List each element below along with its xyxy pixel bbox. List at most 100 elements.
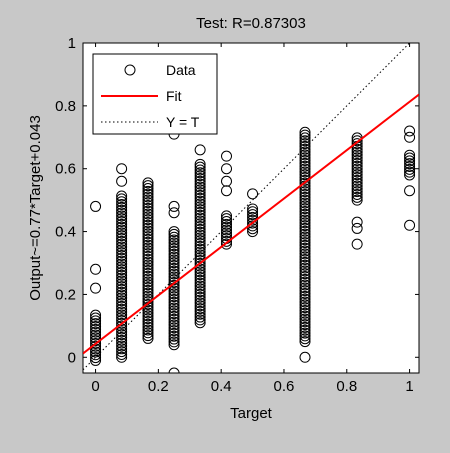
data-point [116,232,128,244]
data-point [299,126,311,138]
x-tick-label: 0 [91,378,99,395]
data-point [90,312,102,324]
data-point [194,167,206,179]
data-point [221,235,233,247]
data-point [299,265,311,277]
data-point [299,268,311,280]
data-point [116,216,128,228]
data-point [116,331,128,343]
data-point [168,260,180,272]
data-point [404,166,416,178]
data-point [142,262,154,274]
data-point [351,138,363,150]
data-point [168,237,180,249]
y-tick-label: 0 [68,349,76,366]
data-point [142,296,154,308]
data-point [194,274,206,286]
data-point [351,152,363,164]
data-point [116,309,128,321]
data-point [299,262,311,274]
data-point [116,264,128,276]
data-point [299,211,311,223]
data-point [299,310,311,322]
data-point [142,298,154,310]
data-point [142,267,154,279]
data-point [194,291,206,303]
data-point [299,242,311,254]
data-point [168,248,180,260]
data-point [194,172,206,184]
data-point [299,191,311,203]
data-point [404,152,416,164]
data-point [299,152,311,164]
data-point [194,232,206,244]
data-point [404,158,416,170]
data-point [194,181,206,193]
data-point [142,191,154,203]
data-point-outlier [351,222,363,234]
data-point [116,283,128,295]
data-point [142,321,154,333]
data-point [142,279,154,291]
data-point [351,172,363,184]
data-point [299,307,311,319]
data-point [194,212,206,224]
data-point [168,327,180,339]
data-point [221,221,233,233]
data-point [168,228,180,240]
data-point [299,208,311,220]
data-point [168,245,180,257]
legend-label-fit: Fit [166,88,182,104]
data-point [116,204,128,216]
data-point [299,166,311,178]
data-point [299,296,311,308]
data-point [299,248,311,260]
data-point [194,238,206,250]
data-point-outlier [194,144,206,156]
data-point [168,305,180,317]
data-point [299,330,311,342]
data-point [351,157,363,169]
data-point [142,282,154,294]
data-point [90,354,102,366]
data-point [194,308,206,320]
data-point [168,316,180,328]
data-point [194,223,206,235]
data-point [142,205,154,217]
data-point [194,226,206,238]
data-point [168,279,180,291]
data-point [194,286,206,298]
data-point [299,129,311,141]
data-point [168,271,180,283]
data-point-outlier [116,163,128,175]
data-point [168,265,180,277]
data-point [116,244,128,256]
data-point [194,221,206,233]
data-point [142,228,154,240]
data-point [194,300,206,312]
data-point [299,220,311,232]
data-point [116,295,128,307]
data-point-outlier [168,367,180,373]
data-point [194,198,206,210]
y-tick-label: 0.4 [55,224,76,241]
data-point [116,201,128,213]
data-point [299,132,311,144]
data-point [116,326,128,338]
data-point [116,235,128,247]
data-point [221,218,233,230]
data-point [299,205,311,217]
data-point [299,302,311,314]
data-point [116,320,128,332]
data-point [142,222,154,234]
data-point [194,257,206,269]
data-point [299,290,311,302]
x-tick-label: 1 [405,378,413,395]
data-point [299,237,311,249]
data-point [194,266,206,278]
data-point [351,149,363,161]
data-point [116,275,128,287]
data-point [194,184,206,196]
data-point [142,270,154,282]
data-point [116,306,128,318]
